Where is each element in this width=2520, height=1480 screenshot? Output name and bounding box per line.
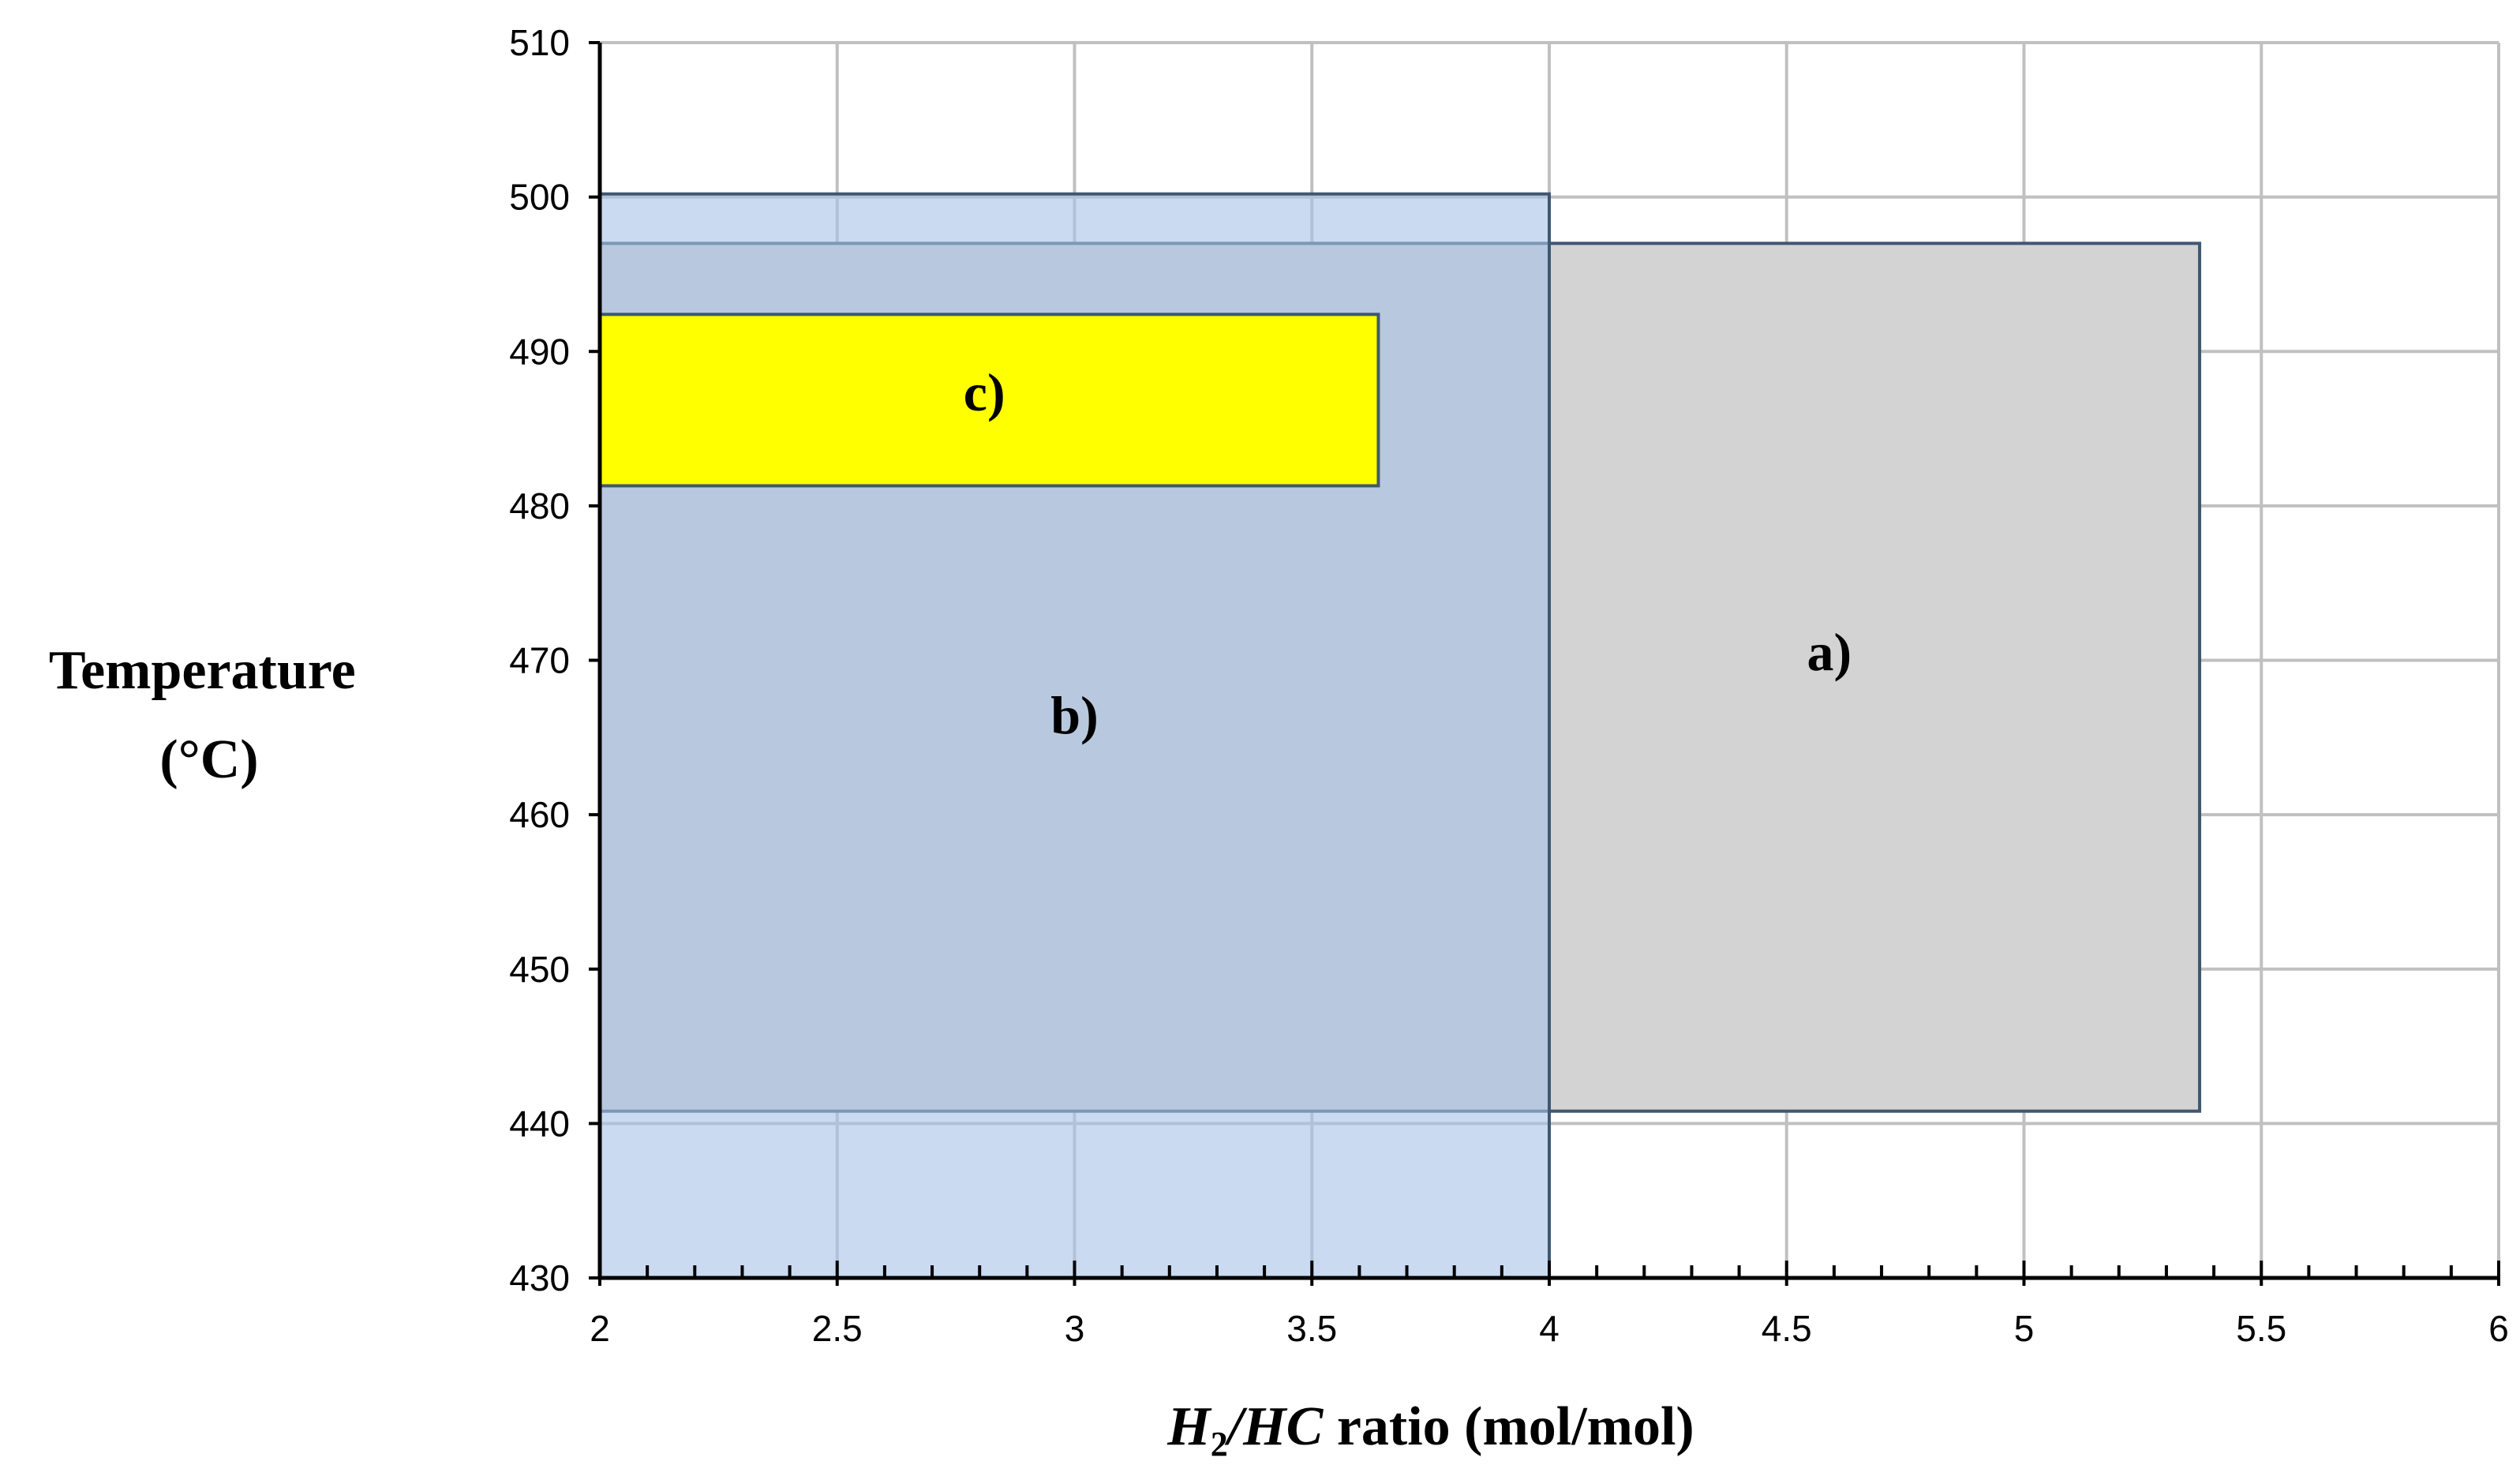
y-tick-label: 430 [509, 1257, 570, 1298]
regions [598, 192, 2202, 1280]
x-tick-label: 5.5 [2236, 1308, 2286, 1349]
x-axis-title-h: H [1166, 1396, 1212, 1457]
x-tick-label: 5 [2014, 1308, 2035, 1349]
y-tick-label: 440 [509, 1103, 570, 1144]
region-label: a) [1807, 622, 1852, 682]
x-tick-label: 6 [2488, 1308, 2509, 1349]
axes [589, 41, 2500, 1286]
y-axis-title-line-1: Temperature [49, 640, 356, 701]
x-tick-label: 3 [1065, 1308, 1085, 1349]
tick-labels: 2 2.5 3 3.5 4 4.5 5 5.5 6 430 440 450 460 470 480 490 50… [509, 22, 2509, 1349]
x-axis-title-sub: 2 [1211, 1425, 1228, 1463]
x-axis-title-hc: /HC [1224, 1396, 1324, 1457]
x-tick-label: 2.5 [812, 1308, 863, 1349]
x-tick-label: 2 [590, 1308, 610, 1349]
y-tick-label: 450 [509, 949, 570, 990]
y-tick-label: 470 [509, 640, 570, 681]
y-tick-label: 480 [509, 485, 570, 526]
x-axis-title: H2/HC ratio (mol/mol) [1166, 1396, 1694, 1463]
x-tick-label: 4 [1539, 1308, 1560, 1349]
x-axis-title-rest: ratio (mol/mol) [1323, 1396, 1694, 1457]
region-labels: a) b) c) [964, 362, 1852, 745]
region-label: c) [964, 362, 1005, 422]
y-tick-label: 500 [509, 177, 570, 218]
x-tick-label: 3.5 [1286, 1308, 1337, 1349]
region-c [598, 313, 1380, 488]
y-axis-title: Temperature (°C) [49, 640, 369, 790]
y-tick-label: 490 [509, 331, 570, 372]
x-tick-label: 4.5 [1762, 1308, 1812, 1349]
y-tick-label: 510 [509, 22, 570, 63]
region-label: b) [1050, 685, 1098, 745]
y-axis-title-line-2: (°C) [159, 729, 258, 790]
y-tick-label: 460 [509, 794, 570, 835]
